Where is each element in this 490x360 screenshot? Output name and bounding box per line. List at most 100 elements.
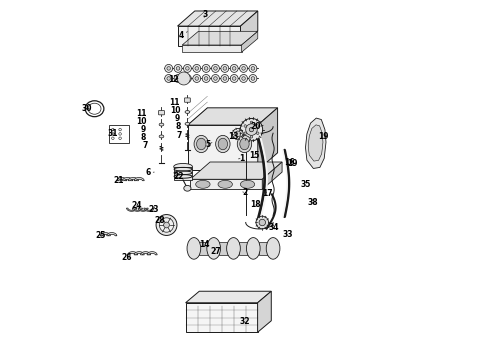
- Polygon shape: [134, 252, 144, 255]
- Polygon shape: [258, 291, 271, 332]
- Polygon shape: [144, 208, 154, 211]
- Text: 10: 10: [171, 107, 181, 116]
- Ellipse shape: [159, 218, 174, 232]
- Ellipse shape: [214, 77, 217, 80]
- Polygon shape: [188, 108, 277, 125]
- Ellipse shape: [212, 75, 220, 82]
- Ellipse shape: [174, 163, 193, 170]
- Ellipse shape: [186, 77, 189, 80]
- Ellipse shape: [195, 67, 198, 70]
- Polygon shape: [177, 26, 241, 46]
- Text: 9: 9: [175, 114, 180, 123]
- Ellipse shape: [165, 64, 172, 72]
- Ellipse shape: [256, 125, 259, 127]
- Ellipse shape: [256, 132, 259, 135]
- Ellipse shape: [216, 135, 230, 153]
- Ellipse shape: [196, 138, 206, 150]
- Ellipse shape: [167, 67, 171, 70]
- Ellipse shape: [184, 185, 191, 191]
- Text: 8: 8: [176, 122, 181, 131]
- Polygon shape: [177, 11, 258, 26]
- Text: 1: 1: [239, 154, 244, 163]
- Text: 27: 27: [210, 247, 221, 256]
- Ellipse shape: [193, 75, 201, 82]
- Ellipse shape: [202, 64, 210, 72]
- Ellipse shape: [193, 64, 201, 72]
- Ellipse shape: [218, 138, 227, 150]
- Text: 11: 11: [136, 109, 147, 118]
- Ellipse shape: [176, 77, 180, 80]
- Ellipse shape: [176, 67, 180, 70]
- Polygon shape: [186, 291, 271, 303]
- Ellipse shape: [194, 135, 208, 153]
- Text: 35: 35: [300, 180, 311, 189]
- Polygon shape: [182, 45, 242, 52]
- Ellipse shape: [242, 77, 245, 80]
- Polygon shape: [308, 125, 323, 161]
- Text: 2: 2: [243, 188, 247, 197]
- Ellipse shape: [251, 67, 255, 70]
- Ellipse shape: [221, 75, 229, 82]
- Ellipse shape: [235, 131, 241, 137]
- FancyBboxPatch shape: [185, 98, 190, 102]
- Ellipse shape: [240, 64, 247, 72]
- Ellipse shape: [204, 77, 208, 80]
- Ellipse shape: [230, 75, 238, 82]
- Ellipse shape: [244, 132, 246, 135]
- Text: 25: 25: [95, 231, 105, 240]
- Ellipse shape: [242, 67, 245, 70]
- Ellipse shape: [240, 180, 255, 188]
- Text: 7: 7: [142, 141, 147, 150]
- Ellipse shape: [266, 238, 280, 259]
- Ellipse shape: [221, 64, 229, 72]
- Ellipse shape: [218, 180, 232, 188]
- Text: 3: 3: [203, 10, 208, 19]
- Text: 12: 12: [169, 75, 179, 84]
- Ellipse shape: [256, 216, 269, 229]
- Ellipse shape: [250, 121, 253, 124]
- Ellipse shape: [227, 238, 240, 259]
- Text: 23: 23: [148, 205, 159, 214]
- Text: 32: 32: [239, 317, 249, 325]
- Ellipse shape: [246, 238, 260, 259]
- Polygon shape: [239, 242, 248, 255]
- Polygon shape: [126, 208, 137, 211]
- Text: 8: 8: [141, 133, 146, 142]
- Polygon shape: [242, 31, 258, 52]
- Ellipse shape: [250, 136, 253, 138]
- Ellipse shape: [230, 64, 238, 72]
- Ellipse shape: [240, 138, 249, 150]
- Text: 34: 34: [269, 223, 279, 232]
- Polygon shape: [100, 233, 110, 236]
- Polygon shape: [122, 177, 133, 181]
- Polygon shape: [188, 125, 258, 170]
- Text: 10: 10: [136, 117, 147, 126]
- Text: 31: 31: [107, 129, 118, 138]
- Text: 21: 21: [113, 176, 123, 185]
- Text: 17: 17: [262, 189, 272, 198]
- Polygon shape: [107, 233, 117, 236]
- Text: 33: 33: [282, 230, 293, 239]
- Ellipse shape: [159, 135, 164, 138]
- Text: 14: 14: [199, 240, 210, 248]
- Text: 20: 20: [250, 122, 261, 131]
- Polygon shape: [262, 162, 282, 189]
- Ellipse shape: [240, 118, 263, 141]
- Ellipse shape: [244, 125, 246, 127]
- Ellipse shape: [196, 180, 210, 188]
- Ellipse shape: [195, 77, 198, 80]
- Text: 7: 7: [177, 131, 182, 140]
- Ellipse shape: [167, 77, 171, 80]
- Text: 28: 28: [154, 216, 165, 225]
- Ellipse shape: [212, 64, 220, 72]
- Ellipse shape: [164, 222, 170, 228]
- Polygon shape: [182, 31, 258, 45]
- Ellipse shape: [232, 77, 236, 80]
- Text: 29: 29: [287, 159, 298, 168]
- Text: 9: 9: [141, 125, 146, 134]
- Text: 5: 5: [206, 140, 212, 149]
- Ellipse shape: [186, 67, 189, 70]
- Text: 38: 38: [307, 198, 318, 207]
- Ellipse shape: [245, 124, 257, 135]
- Text: 22: 22: [173, 172, 184, 181]
